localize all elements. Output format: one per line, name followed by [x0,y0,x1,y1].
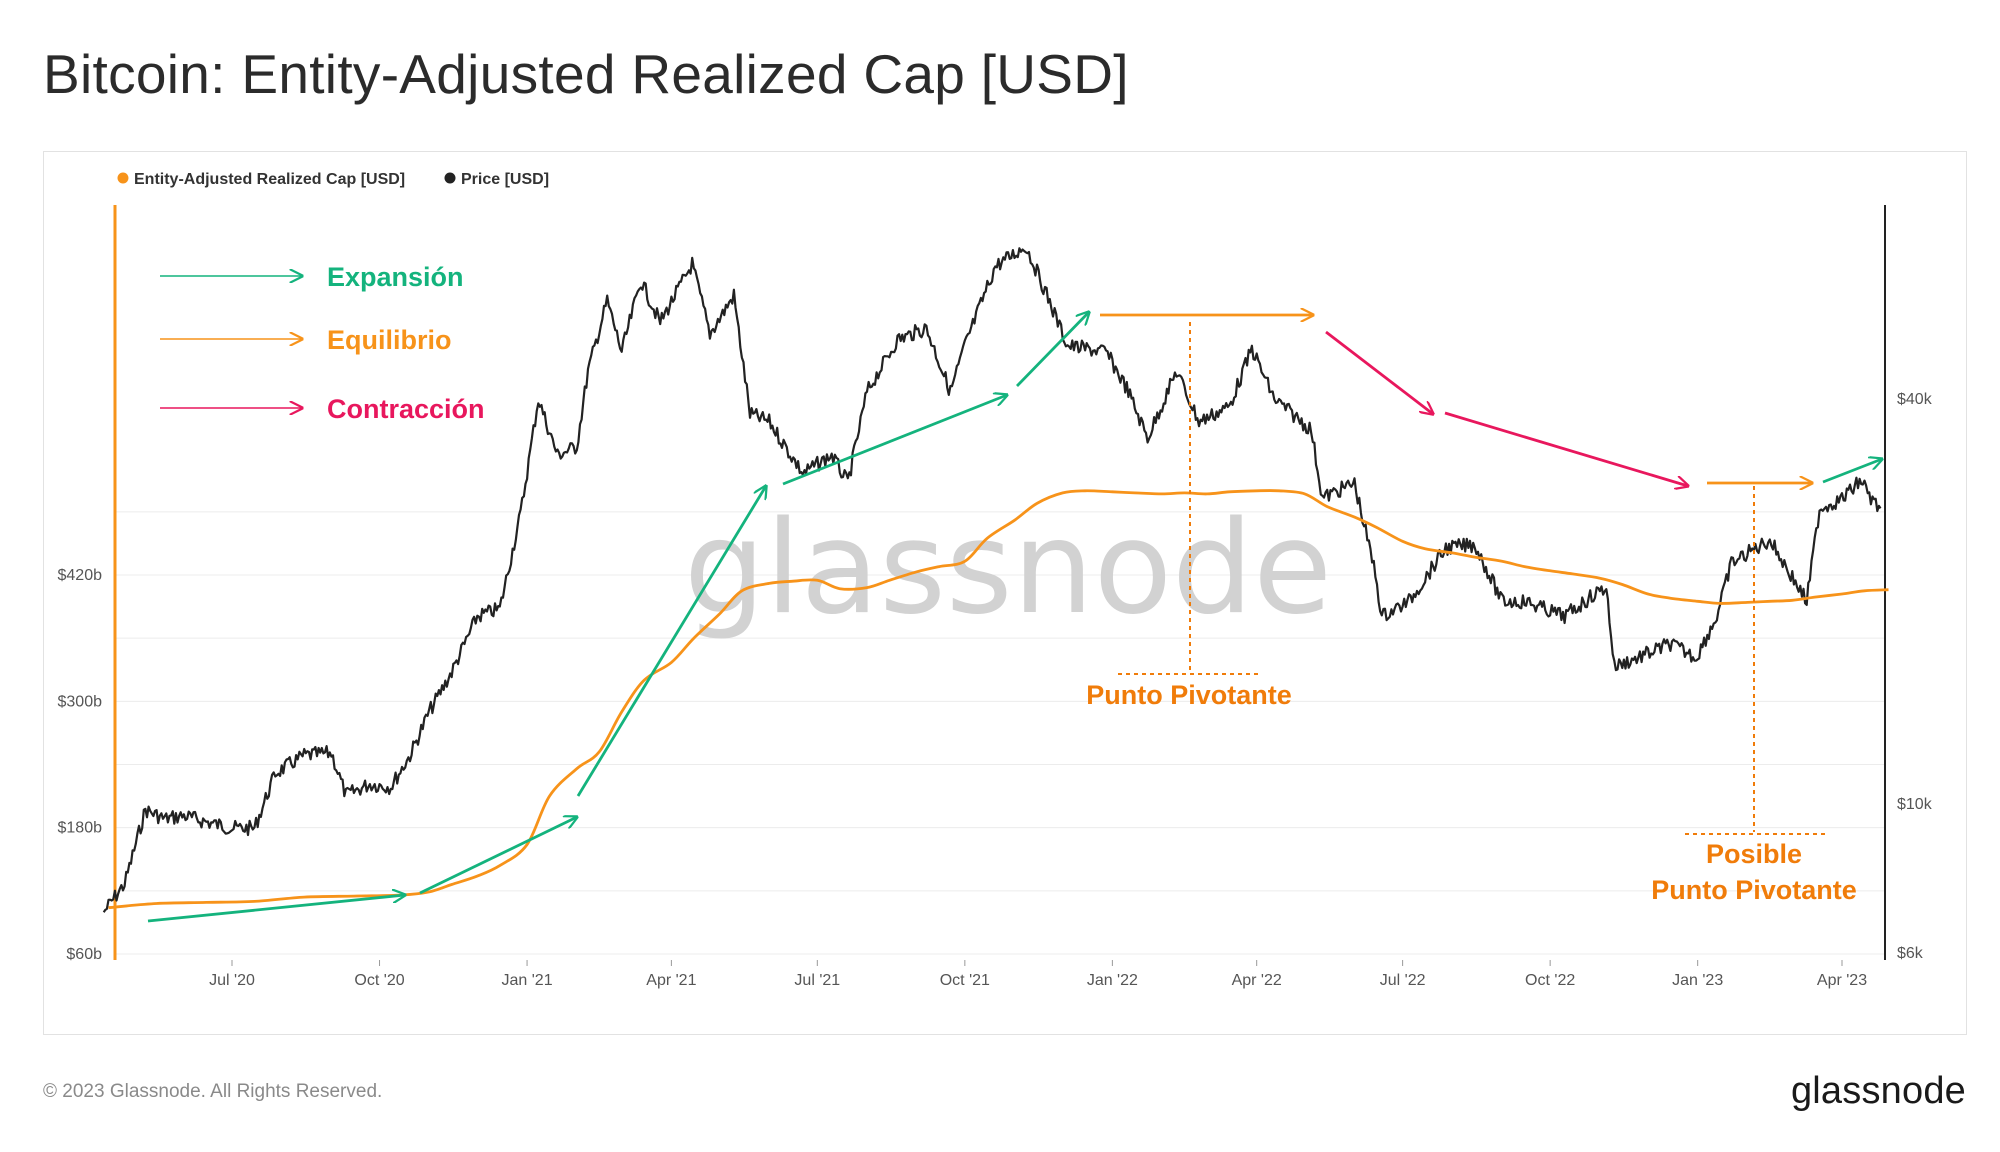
annotations: Punto Pivotante Posible Punto Pivotante [1086,322,1857,905]
y-left-tick-label: $60b [66,946,102,963]
price-line [102,247,1882,913]
legend-dot [117,172,129,184]
x-tick-label: Apr '23 [1817,972,1867,989]
x-tick-label: Apr '21 [646,972,696,989]
grid [115,511,1885,955]
x-tick-label: Jan '21 [502,972,553,989]
trend-legend-label-expansion: Expansión [327,262,464,292]
y-left-tick-label: $180b [58,820,103,837]
x-tick-label: Jul '22 [1380,972,1426,989]
expansion-arrow [1015,312,1089,387]
possible-pivot-label-line2: Punto Pivotante [1651,875,1857,905]
trend-legend-label-equilibrium: Equilibrio [327,325,452,355]
x-tick-label: Oct '20 [354,972,404,989]
axes: Jul '20 Oct '20 Jan '21 Apr '21 Jul '21 Oct '… [58,205,1933,989]
expansion-arrow [147,895,405,923]
x-tick-label: Oct '22 [1525,972,1575,989]
legend-label: Entity-Adjusted Realized Cap [USD] [134,171,405,188]
trend-legend-label-contraction: Contracción [327,394,485,424]
legend: Entity-Adjusted Realized Cap [USD] Price … [117,171,549,424]
y-left-tick-label: $300b [58,693,103,710]
expansion-arrow [576,486,766,797]
contraction-arrow [1325,330,1433,414]
expansion-arrow [1822,459,1882,484]
expansion-arrow [782,395,1007,486]
possible-pivot-label-line1: Posible [1706,839,1802,869]
page-title: Bitcoin: Entity-Adjusted Realized Cap [U… [43,43,1129,105]
x-tick-label: Apr '22 [1232,972,1282,989]
y-right-tick-label: $6k [1897,945,1924,962]
x-tick-label: Oct '21 [940,972,990,989]
legend-dot [444,172,456,184]
y-right-tick-label: $10k [1897,796,1933,813]
chart-panel [43,151,1967,1035]
pivot-label: Punto Pivotante [1086,680,1292,710]
contraction-arrow [1444,411,1688,486]
expansion-arrow [419,817,577,895]
brand-logo: glassnode [1790,1070,1966,1112]
x-tick-label: Jul '21 [794,972,840,989]
y-right-tick-label: $40k [1897,391,1933,408]
x-tick-label: Jan '23 [1672,972,1723,989]
x-tick-label: Jan '22 [1087,972,1138,989]
trend-arrows [147,312,1882,923]
copyright: © 2023 Glassnode. All Rights Reserved. [43,1081,383,1102]
watermark: glassnode [684,494,1332,643]
legend-label: Price [USD] [461,171,549,188]
x-tick-label: Jul '20 [209,972,255,989]
y-left-tick-label: $420b [58,567,103,584]
